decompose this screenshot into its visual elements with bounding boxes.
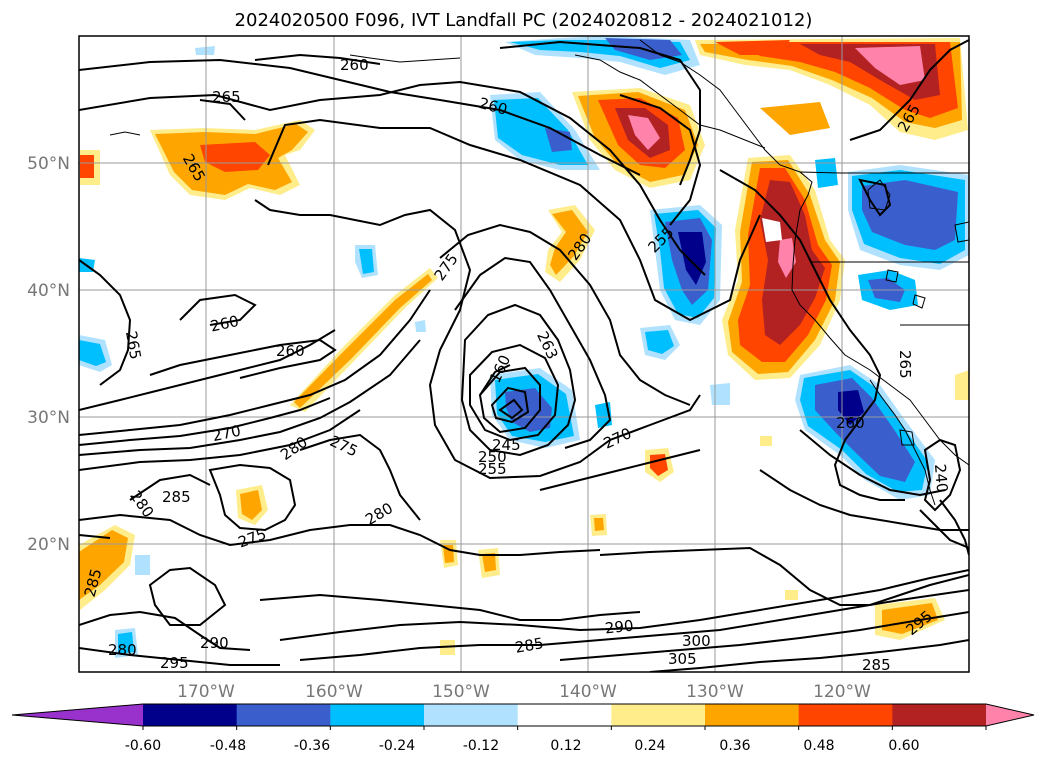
- contour-label: 240: [931, 463, 951, 493]
- colorbar-swatch: [892, 704, 987, 726]
- colorbar-tick-label: -0.24: [379, 738, 415, 754]
- ivt-shading: [79, 36, 969, 658]
- contour-label: 285: [514, 634, 545, 657]
- contour-label: 245: [492, 436, 521, 454]
- colorbar-tick-label: 0.36: [719, 738, 750, 754]
- colorbar-swatches: [12, 704, 1034, 726]
- longitude-labels: 170°W 160°W 150°W 140°W 130°W 120°W: [177, 682, 871, 702]
- contour-label: 285: [862, 656, 891, 674]
- colorbar-tick-label: 0.12: [550, 738, 581, 754]
- colorbar-tick-label: 0.24: [634, 738, 665, 754]
- contour-label: 295: [160, 654, 189, 672]
- contour-label: 265: [122, 330, 145, 361]
- lon-label: 140°W: [559, 682, 617, 702]
- colorbar-tick-label: -0.12: [463, 738, 499, 754]
- anomaly-positive-scattered: [440, 370, 969, 655]
- lon-label: 170°W: [177, 682, 235, 702]
- colorbar-swatch: [517, 704, 612, 726]
- anomaly-positive-north-offshore: [572, 88, 705, 188]
- contour-label: 290: [200, 634, 229, 652]
- colorbar-swatch: [424, 704, 519, 726]
- anomaly-positive-southwest: [79, 485, 268, 610]
- contour-label: 305: [668, 650, 697, 668]
- contour-label: 265: [896, 350, 914, 379]
- contour-label: 255: [478, 460, 507, 478]
- anomaly-negative-offshore: [640, 205, 722, 360]
- colorbar-tick-label: 0.60: [888, 738, 919, 754]
- lon-label: 130°W: [686, 682, 744, 702]
- colorbar-swatch: [236, 704, 331, 726]
- contour-label: 265: [212, 88, 241, 106]
- lat-label: 50°N: [27, 154, 70, 174]
- colorbar-swatch: [330, 704, 425, 726]
- colorbar-ticks: [142, 726, 987, 730]
- colorbar-swatch-max-extension: [986, 704, 1034, 726]
- contour-label: 290: [604, 617, 634, 638]
- colorbar-swatch: [611, 704, 706, 726]
- map-title: 2024020500 F096, IVT Landfall PC (202402…: [234, 10, 813, 31]
- anomaly-positive-aleutians: [80, 120, 315, 200]
- contour-label: 260: [340, 56, 369, 74]
- map-content: 260 265 265 260 255 280 275 265 260 260 …: [79, 36, 969, 674]
- anomaly-positive-gulf-alaska: [695, 38, 968, 140]
- colorbar-swatch-min-extension: [12, 704, 143, 726]
- anomaly-negative-baja: [795, 365, 935, 500]
- contour-label: 280: [108, 641, 137, 659]
- colorbar: -0.60 -0.48 -0.36 -0.24 -0.12 0.12 0.24 …: [11, 703, 1035, 754]
- colorbar-tick-label: -0.36: [294, 738, 330, 754]
- lon-label: 150°W: [432, 682, 490, 702]
- lon-label: 160°W: [305, 682, 363, 702]
- contour-label: 300: [682, 632, 711, 650]
- contour-label: 250: [478, 448, 507, 466]
- colorbar-tick-label: -0.60: [125, 738, 161, 754]
- lat-label: 40°N: [27, 281, 70, 301]
- contour-label: 270: [211, 422, 243, 446]
- latitude-labels: 50°N 40°N 30°N 20°N: [27, 154, 70, 555]
- colorbar-swatch: [143, 704, 238, 726]
- lat-label: 30°N: [27, 408, 70, 428]
- colorbar-tick-label: -0.48: [210, 738, 246, 754]
- coastlines: [109, 39, 969, 506]
- ivt-contours: [79, 39, 969, 672]
- anomaly-negative-scattered: [79, 46, 730, 658]
- anomaly-positive-river-band: [290, 205, 595, 412]
- contour-label: 260: [836, 414, 865, 432]
- colorbar-tick-label: 0.48: [803, 738, 834, 754]
- colorbar-swatch: [798, 704, 893, 726]
- anomaly-negative-gulf: [490, 92, 600, 170]
- map-frame: [78, 35, 970, 673]
- contour-label: 285: [162, 488, 191, 506]
- lon-label: 120°W: [813, 682, 871, 702]
- colorbar-swatch: [705, 704, 800, 726]
- contour-label: 260: [209, 312, 241, 336]
- contour-label: 260: [276, 342, 305, 360]
- lat-label: 20°N: [27, 535, 70, 555]
- colorbar-tick-labels: -0.60 -0.48 -0.36 -0.24 -0.12 0.12 0.24 …: [125, 738, 920, 754]
